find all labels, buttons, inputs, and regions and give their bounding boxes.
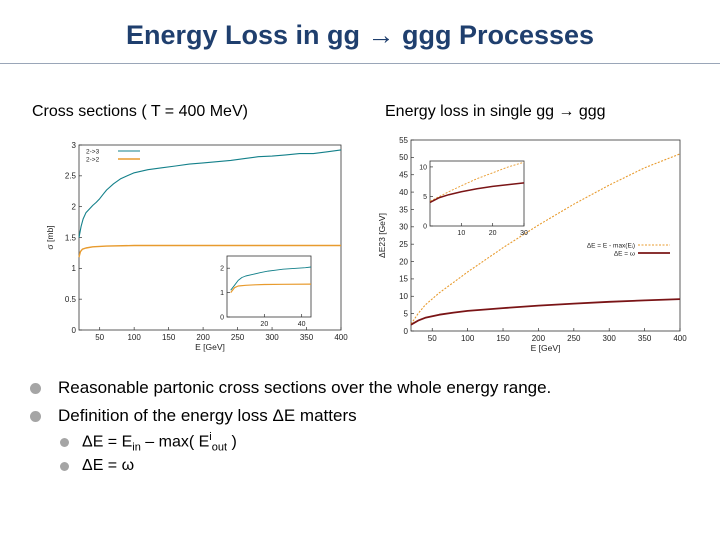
y-tick-label: 55: [399, 136, 408, 145]
legend-label: 2->2: [86, 157, 100, 164]
inset-y-tick-label: 0: [423, 223, 427, 230]
legend-label: ΔE = E - max(Eᵢ): [587, 243, 635, 250]
x-tick-label: 50: [428, 334, 437, 343]
x-tick-label: 400: [334, 333, 348, 342]
title-divider: [0, 63, 720, 64]
y-axis-label: σ [mb]: [45, 225, 55, 249]
y-tick-label: 1: [72, 264, 77, 273]
bullet-item: Reasonable partonic cross sections over …: [30, 374, 551, 402]
x-tick-label: 300: [603, 334, 617, 343]
bullet-dot: [60, 461, 69, 471]
inset-x-tick-label: 30: [520, 230, 528, 237]
bullet-list: Reasonable partonic cross sections over …: [30, 374, 551, 478]
bullet-dot: [30, 382, 41, 394]
bullet-item: Definition of the energy loss ΔE matters: [30, 402, 551, 430]
left-chart-caption: Cross sections ( T = 400 MeV): [32, 103, 248, 120]
sub-bullet-text: ΔE = ω: [82, 457, 135, 474]
inset-x-tick-label: 10: [457, 230, 465, 237]
inset-y-tick-label: 2: [220, 266, 224, 273]
y-tick-label: 0: [72, 326, 77, 335]
series-line: [78, 149, 342, 238]
y-tick-label: 50: [399, 153, 408, 162]
x-axis-label: E [GeV]: [531, 343, 561, 353]
inset-y-tick-label: 5: [423, 194, 427, 201]
y-tick-label: 0.5: [65, 295, 77, 304]
y-tick-label: 3: [72, 141, 77, 150]
y-tick-label: 35: [399, 205, 408, 214]
x-tick-label: 250: [567, 334, 581, 343]
inset-plot-frame: [226, 255, 312, 318]
x-axis-label: E [GeV]: [195, 342, 225, 352]
inset-plot-frame: [429, 160, 525, 227]
legend-label: ΔE = ω: [614, 251, 635, 258]
inset-series-line: [429, 182, 525, 204]
y-tick-label: 5: [404, 309, 409, 318]
x-tick-label: 200: [196, 333, 210, 342]
series-line: [78, 244, 341, 258]
x-tick-label: 350: [300, 333, 314, 342]
inset-x-tick-label: 20: [489, 230, 497, 237]
x-tick-label: 250: [231, 333, 245, 342]
inset-x-tick-label: 20: [260, 321, 268, 328]
inset-y-tick-label: 10: [419, 164, 427, 171]
y-tick-label: 45: [399, 171, 408, 180]
bullet-dot: [30, 410, 41, 422]
x-tick-label: 350: [638, 334, 652, 343]
y-axis-label: ΔE23 [GeV]: [377, 213, 387, 258]
x-tick-label: 150: [162, 333, 176, 342]
right-chart-caption: Energy loss in single gg → ggg: [385, 103, 606, 120]
y-tick-label: 25: [399, 240, 408, 249]
x-tick-label: 300: [265, 333, 279, 342]
x-tick-label: 150: [496, 334, 510, 343]
inset-series-line: [230, 266, 312, 291]
x-tick-label: 100: [461, 334, 475, 343]
x-tick-label: 100: [127, 333, 141, 342]
sub-bullet-item: ΔE = ω: [60, 454, 551, 478]
inset-y-tick-label: 1: [220, 290, 224, 297]
y-tick-label: 15: [399, 275, 408, 284]
y-tick-label: 20: [399, 257, 408, 266]
inset-series-line: [429, 161, 525, 202]
y-tick-label: 2: [72, 202, 77, 211]
series-line: [410, 153, 681, 325]
y-tick-label: 0: [404, 327, 409, 336]
x-tick-label: 50: [95, 333, 104, 342]
page-title: Energy Loss in gg → ggg Processes: [125, 20, 595, 50]
y-tick-label: 10: [399, 292, 408, 301]
bullet-dot: [60, 437, 69, 447]
inset-x-tick-label: 40: [298, 321, 306, 328]
bullet-text: Definition of the energy loss ΔE matters: [58, 406, 357, 425]
x-tick-label: 200: [532, 334, 546, 343]
y-tick-label: 1.5: [65, 233, 77, 242]
bullet-text: Reasonable partonic cross sections over …: [58, 378, 552, 397]
x-tick-label: 400: [673, 334, 687, 343]
inset-series-line: [230, 283, 312, 293]
energy-loss-chart: 50 100 150 200 250 300 350 40005101520253035404…: [377, 136, 687, 353]
sub-bullet-item: ΔE = Ein – max( Eiout ): [60, 430, 551, 454]
sub-bullet-text: ΔE = Ein – max( Eiout ): [82, 430, 237, 454]
inset-y-tick-label: 0: [220, 314, 224, 321]
y-tick-label: 30: [399, 223, 408, 232]
y-tick-label: 2.5: [65, 172, 77, 181]
legend-label: 2->3: [86, 149, 100, 156]
y-tick-label: 40: [399, 188, 408, 197]
series-line: [410, 298, 681, 326]
